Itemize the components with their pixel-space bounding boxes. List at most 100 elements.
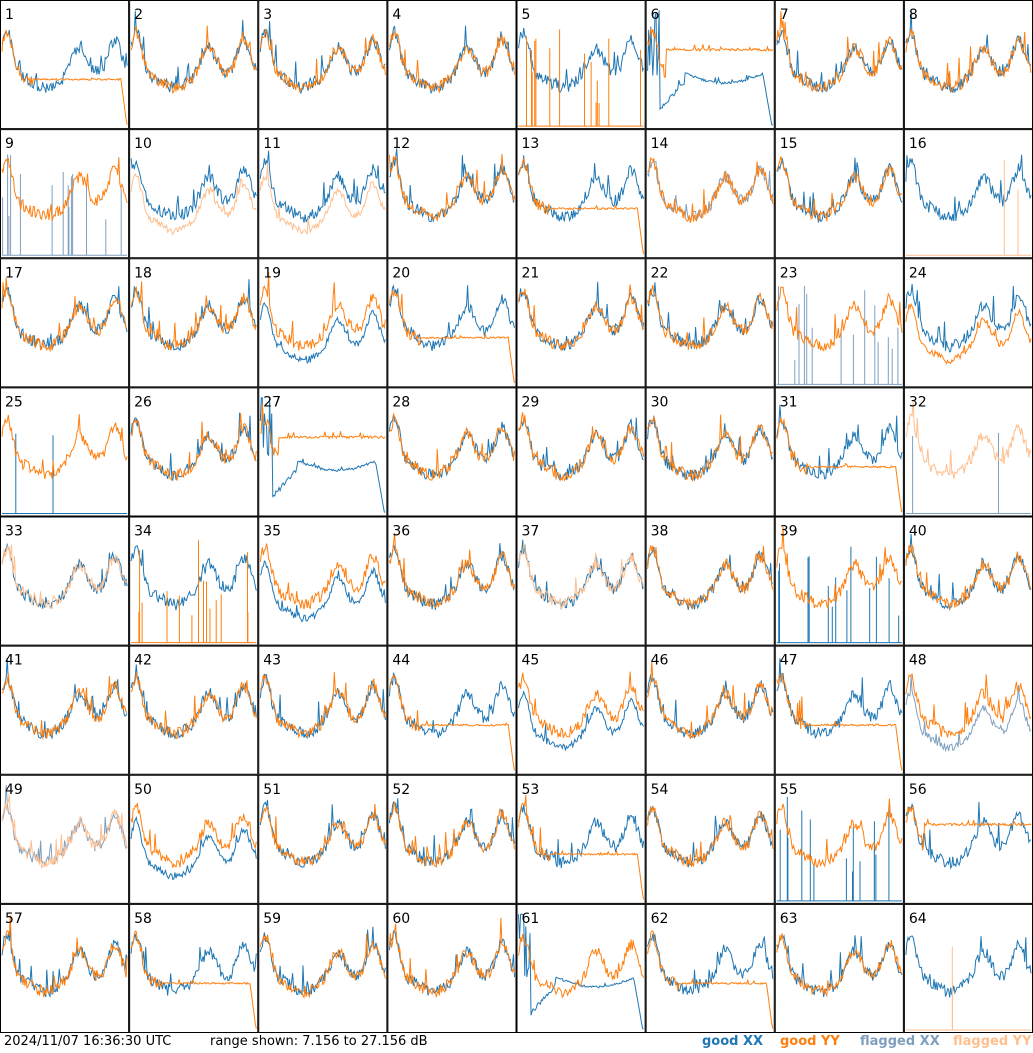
- series-yy: [776, 798, 903, 868]
- series-yy: [776, 526, 903, 610]
- tile-14: 14: [645, 129, 775, 259]
- tile-frame: [774, 774, 904, 904]
- tile-frame: [903, 0, 1033, 130]
- tile-label: 62: [651, 911, 669, 927]
- tile-frame: [258, 258, 388, 388]
- tile-2: 2: [129, 0, 259, 130]
- series-yy: [647, 930, 774, 1029]
- series-yy: [905, 401, 1032, 479]
- tile-label: 39: [780, 524, 798, 540]
- series-xx: [388, 414, 515, 480]
- timestamp: 2024/11/07 16:36:30 UTC: [4, 1034, 172, 1049]
- tile-frame: [0, 774, 130, 904]
- tile-label: 63: [780, 911, 798, 927]
- tile-label: 44: [392, 653, 410, 669]
- series-yy: [647, 156, 774, 223]
- tile-label: 8: [909, 7, 918, 23]
- range-label: range shown: 7.156 to 27.156 dB: [210, 1034, 428, 1049]
- tile-7: 7: [774, 0, 904, 130]
- tile-3: 3: [258, 0, 388, 130]
- series-yy: [647, 284, 774, 351]
- tile-label: 58: [134, 911, 152, 927]
- series-yy: [905, 302, 1032, 365]
- tile-label: 17: [5, 265, 23, 281]
- tile-64: 64: [903, 903, 1033, 1033]
- tile-15: 15: [774, 129, 904, 259]
- tile-frame: [129, 258, 259, 388]
- series-xx: [905, 675, 1032, 753]
- series-yy: [776, 933, 903, 998]
- series-xx: [259, 302, 386, 364]
- tile-label: 53: [522, 782, 540, 798]
- tile-34: 34: [129, 516, 259, 646]
- tile-frame: [516, 774, 646, 904]
- tile-4: 4: [387, 0, 517, 130]
- series-yy: [388, 532, 515, 609]
- tile-frame: [129, 903, 259, 1033]
- series-yy: [130, 803, 257, 868]
- tile-label: 20: [392, 265, 410, 281]
- tile-24: 24: [903, 258, 1033, 388]
- tile-label: 38: [651, 524, 669, 540]
- tile-37: 37: [516, 516, 646, 646]
- tile-16: 16: [903, 129, 1033, 259]
- tile-label: 22: [651, 265, 669, 281]
- tile-label: 55: [780, 782, 798, 798]
- tile-label: 43: [263, 653, 281, 669]
- tile-frame: [0, 0, 130, 130]
- tile-frame: [903, 774, 1033, 904]
- series-xx: [259, 397, 386, 513]
- series-yy: [518, 29, 644, 127]
- series-yy: [776, 672, 903, 771]
- series-yy: [131, 540, 257, 644]
- tile-52: 52: [387, 774, 517, 904]
- series-yy: [905, 672, 1032, 738]
- series-xx: [130, 933, 257, 996]
- tile-48: 48: [903, 645, 1033, 775]
- tile-25: 25: [0, 387, 130, 517]
- tile-32: 32: [903, 387, 1033, 517]
- series-yy: [1, 277, 128, 353]
- tile-frame: [387, 774, 517, 904]
- tile-47: 47: [774, 645, 904, 775]
- tile-label: 50: [134, 782, 152, 798]
- series-xx: [130, 158, 257, 221]
- series-yy: [905, 29, 1032, 93]
- tile-60: 60: [387, 903, 517, 1033]
- tile-62: 62: [645, 903, 775, 1033]
- series-yy: [388, 412, 515, 481]
- tile-frame: [0, 645, 130, 775]
- series-xx: [518, 804, 645, 869]
- tile-frame: [0, 903, 130, 1033]
- series-yy: [776, 156, 903, 222]
- tile-label: 57: [5, 911, 23, 927]
- tile-label: 15: [780, 136, 798, 152]
- tile-label: 18: [134, 265, 152, 281]
- tile-41: 41: [0, 645, 130, 775]
- tile-49: 49: [0, 774, 130, 904]
- tile-frame: [903, 645, 1033, 775]
- tile-26: 26: [129, 387, 259, 517]
- tile-frame: [387, 387, 517, 517]
- series-xx: [2, 433, 128, 514]
- tile-frame: [774, 129, 904, 259]
- tile-frame: [387, 516, 517, 646]
- tile-label: 29: [522, 394, 540, 410]
- tile-frame: [129, 0, 259, 130]
- series-yy: [905, 946, 1031, 1031]
- series-xx: [1, 29, 128, 93]
- tile-6: 6: [645, 0, 775, 130]
- tile-label: 64: [909, 911, 927, 927]
- series-yy: [647, 805, 774, 867]
- series-yy: [1, 794, 128, 869]
- tile-frame: [387, 0, 517, 130]
- series-xx: [1, 542, 128, 609]
- series-yy: [647, 545, 774, 610]
- tile-label: 21: [522, 265, 540, 281]
- tile-frame: [258, 516, 388, 646]
- tile-frame: [387, 903, 517, 1033]
- series-xx: [905, 154, 1032, 222]
- series-xx: [647, 674, 774, 739]
- series-yy: [1, 673, 128, 740]
- tile-frame: [645, 129, 775, 259]
